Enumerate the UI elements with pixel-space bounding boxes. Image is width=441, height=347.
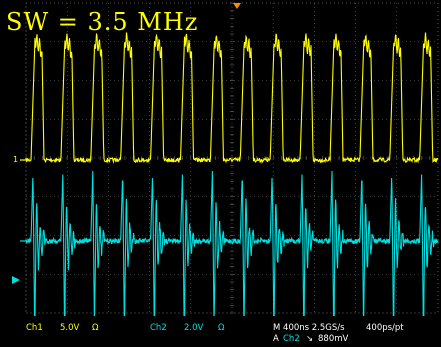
ch1-label: Ch1 xyxy=(26,323,43,333)
trigger-mode: A xyxy=(273,334,279,344)
ch2-coupling: Ω xyxy=(218,323,225,333)
trigger-position-marker xyxy=(233,3,241,9)
frequency-annotation: SW = 3.5 MHz xyxy=(6,8,199,36)
trigger-level-icon xyxy=(12,276,20,284)
record-resolution: 400ps/pt xyxy=(366,323,404,333)
ch1-trace xyxy=(25,32,439,164)
timebase-readout: M 400ns 2.5GS/s xyxy=(273,323,345,333)
waveform-screen xyxy=(12,2,439,320)
ch2-scale: 2.0V xyxy=(184,323,204,333)
trigger-level: 880mV xyxy=(318,334,349,344)
ch1-scale: 5.0V xyxy=(60,323,80,333)
trigger-slope-icon: ↘ xyxy=(306,334,314,344)
ch1-coupling: Ω xyxy=(92,323,99,333)
waveform-traces xyxy=(12,32,439,320)
status-bar: Ch1 5.0V Ω Ch2 2.0V Ω M 400ns 2.5GS/s 40… xyxy=(0,316,441,347)
graticule xyxy=(25,2,439,314)
ch1-level-marker: 1 xyxy=(13,155,19,164)
trigger-source: Ch2 xyxy=(283,334,300,344)
ch2-label: Ch2 xyxy=(150,323,167,333)
